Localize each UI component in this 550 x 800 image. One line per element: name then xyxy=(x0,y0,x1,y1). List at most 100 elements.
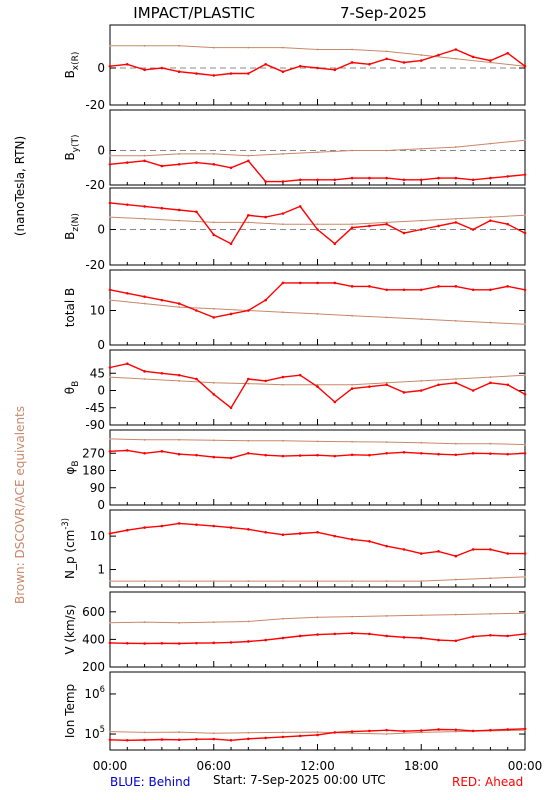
point-np-ahead-1 xyxy=(125,528,129,532)
point-phi-ahead-8 xyxy=(247,451,250,455)
point-btotal-ahead-18 xyxy=(419,288,423,292)
y-label-temp: Ion Temp xyxy=(63,684,77,738)
point-phi-ahead-1 xyxy=(125,449,129,452)
point-by-ahead-15 xyxy=(368,176,371,180)
point-v-ahead-20 xyxy=(454,639,458,643)
point-bx-equivalent-9 xyxy=(420,54,423,56)
point-temp-ahead-14 xyxy=(350,730,354,733)
point-np-equivalent-2 xyxy=(178,580,181,583)
point-bz-ahead-9 xyxy=(264,215,267,219)
point-theta-ahead-17 xyxy=(402,391,406,394)
point-by-equivalent-2 xyxy=(178,153,181,155)
point-np-equivalent-7 xyxy=(351,580,353,583)
point-np-equivalent-6 xyxy=(316,580,319,583)
point-phi-ahead-2 xyxy=(143,451,146,455)
point-theta-equivalent-5 xyxy=(282,383,284,386)
x-tick-label-4: 00:00 xyxy=(508,759,543,773)
point-btotal-ahead-16 xyxy=(385,288,388,292)
point-temp-equivalent-6 xyxy=(316,731,319,733)
point-bz-equivalent-9 xyxy=(420,219,423,222)
point-btotal-ahead-22 xyxy=(489,288,492,292)
point-bx-ahead-21 xyxy=(471,55,475,59)
point-theta-equivalent-9 xyxy=(420,380,423,382)
point-bz-equivalent-5 xyxy=(282,223,284,226)
point-phi-ahead-10 xyxy=(281,454,285,458)
point-bz-ahead-13 xyxy=(333,242,337,245)
point-phi-equivalent-2 xyxy=(178,438,181,441)
point-btotal-ahead-13 xyxy=(333,281,337,285)
point-bx-ahead-2 xyxy=(143,68,146,72)
point-btotal-equivalent-11 xyxy=(489,321,492,324)
point-bz-ahead-18 xyxy=(419,228,423,231)
point-bz-ahead-11 xyxy=(298,205,302,208)
point-bx-ahead-12 xyxy=(316,66,319,70)
point-temp-ahead-21 xyxy=(471,729,475,733)
point-temp-ahead-23 xyxy=(506,728,510,731)
x-axis: 00:00 06:00 12:00 18:00 00:00 xyxy=(93,759,543,773)
point-theta-ahead-22 xyxy=(489,381,492,385)
point-bz-equivalent-3 xyxy=(212,221,215,224)
y-tick-label-bx-1: -20 xyxy=(85,98,105,112)
point-by-equivalent-12 xyxy=(524,139,526,142)
point-bz-ahead-14 xyxy=(350,226,354,230)
footer-behind: BLUE: Behind xyxy=(110,775,190,789)
point-bx-ahead-9 xyxy=(264,63,267,66)
point-bx-ahead-18 xyxy=(419,59,423,62)
point-v-ahead-9 xyxy=(264,638,267,642)
point-by-ahead-1 xyxy=(125,161,129,164)
point-btotal-ahead-15 xyxy=(368,285,371,288)
point-by-ahead-6 xyxy=(212,163,216,166)
point-theta-ahead-2 xyxy=(143,370,146,373)
y-tick-label-btotal-0: 10 xyxy=(90,304,105,318)
point-theta-ahead-23 xyxy=(506,383,510,387)
point-by-equivalent-7 xyxy=(351,149,353,152)
point-phi-ahead-0 xyxy=(108,450,112,453)
point-temp-ahead-13 xyxy=(333,731,337,734)
point-theta-equivalent-10 xyxy=(454,378,457,380)
point-v-ahead-15 xyxy=(368,632,371,636)
point-phi-ahead-9 xyxy=(264,453,267,457)
point-theta-ahead-16 xyxy=(385,383,388,387)
point-np-equivalent-8 xyxy=(385,580,388,583)
point-v-equivalent-4 xyxy=(247,620,250,623)
point-phi-equivalent-4 xyxy=(247,439,250,442)
point-v-ahead-21 xyxy=(471,635,475,638)
point-phi-equivalent-11 xyxy=(489,442,492,445)
point-theta-ahead-21 xyxy=(471,389,475,392)
point-phi-ahead-20 xyxy=(454,453,458,457)
point-btotal-equivalent-9 xyxy=(420,318,423,321)
point-phi-equivalent-12 xyxy=(524,443,526,446)
point-theta-equivalent-6 xyxy=(316,383,319,386)
point-np-ahead-23 xyxy=(506,552,510,555)
point-np-equivalent-1 xyxy=(143,580,146,583)
point-btotal-equivalent-10 xyxy=(454,319,457,322)
point-phi-equivalent-8 xyxy=(385,441,388,444)
point-bx-ahead-17 xyxy=(402,61,406,64)
chart-date: 7-Sep-2025 xyxy=(340,4,427,22)
point-theta-equivalent-12 xyxy=(524,374,526,377)
point-temp-ahead-0 xyxy=(108,738,112,742)
point-by-equivalent-11 xyxy=(489,142,492,145)
point-temp-equivalent-3 xyxy=(212,732,215,735)
point-by-ahead-17 xyxy=(402,178,406,182)
point-btotal-equivalent-1 xyxy=(143,302,146,305)
point-phi-ahead-3 xyxy=(160,450,164,453)
point-bz-ahead-22 xyxy=(489,219,492,222)
point-np-ahead-19 xyxy=(437,550,440,553)
point-theta-equivalent-3 xyxy=(212,381,215,384)
point-by-ahead-5 xyxy=(195,161,198,164)
point-bx-equivalent-1 xyxy=(143,44,146,47)
point-v-ahead-13 xyxy=(333,632,337,636)
point-np-ahead-16 xyxy=(385,544,388,548)
point-bx-ahead-14 xyxy=(350,61,354,64)
point-v-ahead-5 xyxy=(195,641,198,645)
point-theta-ahead-12 xyxy=(316,385,319,388)
x-tick-label-2: 12:00 xyxy=(300,759,335,773)
point-v-equivalent-12 xyxy=(524,612,526,615)
point-v-ahead-22 xyxy=(489,633,492,637)
point-v-equivalent-5 xyxy=(282,617,284,620)
point-temp-equivalent-8 xyxy=(385,733,388,735)
point-bx-equivalent-5 xyxy=(282,46,284,49)
point-phi-ahead-7 xyxy=(229,456,233,460)
point-phi-ahead-22 xyxy=(489,452,492,455)
